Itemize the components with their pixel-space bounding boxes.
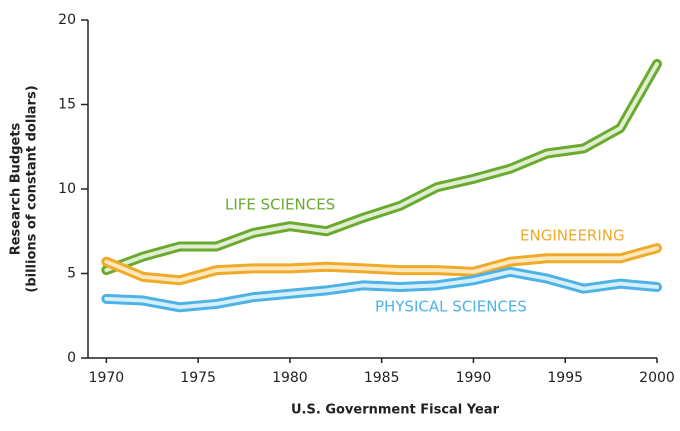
series-line bbox=[101, 243, 662, 286]
x-tick-label: 1995 bbox=[547, 370, 583, 386]
series-label: ENGINEERING bbox=[520, 227, 625, 245]
y-tick-label: 20 bbox=[58, 12, 76, 28]
x-axis-label: U.S. Government Fiscal Year bbox=[291, 403, 500, 418]
x-tick-label: 1990 bbox=[456, 370, 492, 386]
series-line-highlight bbox=[104, 246, 659, 283]
y-tick-label: 10 bbox=[58, 181, 76, 197]
series-line-highlight bbox=[104, 269, 659, 310]
series-line-highlight bbox=[104, 61, 659, 273]
x-tick-label: 2000 bbox=[639, 370, 675, 386]
y-axis-label-line: Research Budgets bbox=[9, 122, 24, 255]
series-label: PHYSICAL SCIENCES bbox=[375, 298, 527, 316]
x-tick-label: 1980 bbox=[272, 370, 308, 386]
y-tick-label: 15 bbox=[58, 97, 76, 113]
y-axis-label-line: (billions of constant dollars) bbox=[25, 85, 40, 292]
y-tick-label: 5 bbox=[67, 266, 76, 282]
y-axis-label: Research Budgets (billions of constant d… bbox=[9, 85, 40, 292]
y-tick-label: 0 bbox=[67, 350, 76, 366]
x-tick-label: 1985 bbox=[364, 370, 400, 386]
series-label: LIFE SCIENCES bbox=[225, 196, 335, 214]
x-tick-label: 1970 bbox=[89, 370, 125, 386]
x-tick-label: 1975 bbox=[180, 370, 216, 386]
